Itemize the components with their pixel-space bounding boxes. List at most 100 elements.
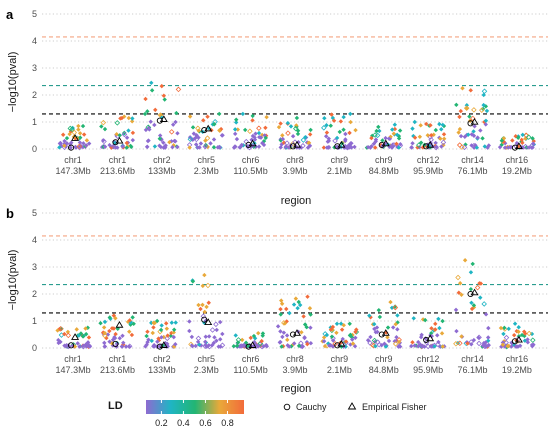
snp-point — [377, 128, 382, 134]
snp-point — [419, 332, 424, 338]
cauchy-marker — [68, 342, 75, 349]
snp-point — [500, 342, 506, 347]
x-tick-chr: chr14 — [461, 354, 484, 364]
snp-point — [247, 128, 253, 135]
snp-point — [373, 329, 378, 335]
snp-point — [429, 133, 434, 138]
snp-point — [239, 142, 244, 148]
snp-point — [331, 118, 337, 123]
snp-point — [367, 340, 373, 346]
ld-gradient — [146, 400, 244, 414]
snp-point — [463, 105, 470, 111]
cauchy-marker — [201, 127, 208, 134]
x-ticks-a: chr1147.3Mbchr1213.6Mbchr2133Mbchr52.3Mb… — [56, 155, 532, 176]
snp-point — [341, 114, 346, 120]
x-tick-pos: 76.1Mb — [458, 365, 488, 375]
cauchy-marker — [334, 143, 341, 150]
snp-point — [126, 343, 133, 349]
x-tick-chr: chr14 — [461, 155, 484, 165]
snp-point — [213, 321, 219, 328]
snp-point — [300, 137, 307, 143]
snp-point — [163, 321, 169, 326]
snp-point — [480, 136, 485, 141]
snp-point — [256, 130, 262, 136]
snp-point — [284, 333, 290, 338]
snp-point — [522, 333, 527, 339]
snp-point — [127, 329, 132, 334]
snp-point — [523, 331, 528, 336]
snp-point — [307, 132, 313, 137]
snp-point — [329, 112, 334, 117]
snp-point — [146, 138, 151, 143]
snp-point — [237, 145, 242, 150]
snp-point — [187, 328, 192, 334]
snp-point — [308, 341, 314, 346]
snp-point — [167, 140, 172, 145]
snp-point — [308, 127, 313, 133]
y-tick-label: 1 — [32, 316, 37, 326]
snp-point — [102, 340, 107, 346]
snp-point — [458, 133, 464, 139]
snp-point — [471, 129, 476, 134]
y-tick-label: 0 — [32, 144, 37, 154]
snp-point — [205, 114, 210, 119]
snp-point — [113, 145, 118, 150]
snp-point — [385, 335, 390, 340]
snp-point — [159, 115, 165, 120]
x-tick-pos: 213.6Mb — [100, 365, 135, 375]
snp-point — [486, 342, 491, 348]
x-tick-chr: chr1 — [64, 155, 82, 165]
snp-point — [161, 93, 167, 98]
snp-point — [373, 344, 378, 349]
snp-point — [332, 138, 338, 144]
snp-point — [111, 326, 117, 331]
snp-point — [220, 331, 225, 337]
snp-point — [201, 118, 206, 123]
snp-point — [322, 343, 328, 349]
snp-point — [434, 144, 439, 150]
snp-point — [321, 125, 327, 131]
cauchy-marker — [467, 120, 474, 127]
snp-point — [515, 135, 521, 140]
snp-point — [84, 138, 90, 143]
snp-point — [113, 316, 118, 321]
snp-point — [459, 334, 464, 339]
snp-point — [126, 115, 131, 121]
snp-point — [343, 339, 349, 344]
snp-point — [392, 341, 399, 347]
snp-point — [164, 335, 171, 342]
snp-point — [285, 120, 291, 126]
snp-point — [481, 92, 486, 98]
snp-points-b — [55, 258, 536, 350]
snp-point — [284, 140, 290, 146]
snp-point — [526, 145, 532, 150]
snp-point — [191, 131, 197, 136]
snp-point — [340, 336, 345, 342]
snp-point — [454, 102, 459, 108]
snp-point — [149, 338, 154, 344]
snp-point — [143, 96, 148, 102]
snp-point — [386, 136, 392, 141]
snp-point — [468, 286, 474, 292]
snp-point — [395, 313, 400, 318]
snp-point — [398, 141, 403, 147]
snp-point — [232, 127, 238, 132]
snp-point — [145, 144, 150, 150]
snp-point — [347, 130, 352, 136]
snp-point — [439, 144, 444, 149]
snp-point — [526, 330, 532, 337]
snp-point — [113, 331, 118, 337]
x-tick-pos: 84.8Mb — [369, 166, 399, 176]
empirical-fisher-marker — [248, 139, 257, 147]
x-tick-chr: chr5 — [197, 354, 215, 364]
snp-point — [57, 145, 62, 150]
snp-point — [397, 128, 403, 133]
snp-point — [76, 143, 83, 150]
cauchy-marker — [201, 316, 208, 323]
snp-point — [288, 124, 294, 129]
snp-point — [251, 333, 257, 339]
snp-point — [530, 343, 535, 349]
snp-point — [503, 334, 510, 341]
snp-point — [483, 118, 489, 123]
snp-point — [506, 326, 511, 332]
